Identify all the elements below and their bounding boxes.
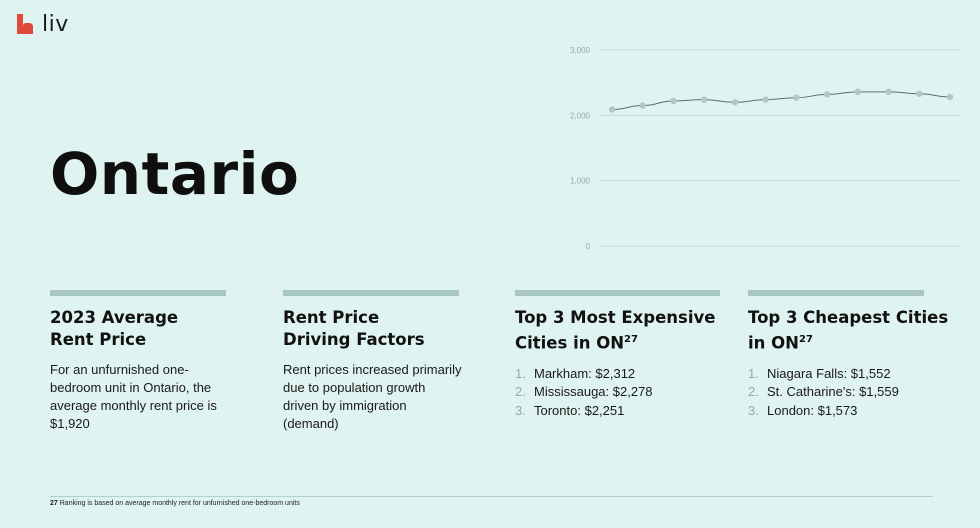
list-item: 2. Mississauga: $2,278 (515, 384, 653, 399)
column-divider-bar (50, 290, 226, 296)
chart-point (608, 106, 616, 113)
column-divider-bar (283, 290, 459, 296)
column-cheapest: Top 3 Cheapest Cities in ON27 1. Niagara … (748, 290, 953, 420)
liv-logo-mark-icon (16, 12, 36, 36)
city-list: 1. Niagara Falls: $1,552 2. St. Catharine'… (748, 365, 953, 421)
column-divider-bar (748, 290, 924, 296)
footer-divider (50, 496, 933, 497)
list-item: 3. Toronto: $2,251 (515, 402, 625, 418)
list-item: 2. St. Catharine's: $1,559 (748, 384, 899, 399)
column-heading: Top 3 Cheapest Cities in ON27 (748, 308, 949, 353)
list-item: 1. Niagara Falls: $1,552 (748, 365, 891, 381)
column-divider-bar (515, 290, 720, 296)
chart-grid (600, 49, 960, 247)
column-body: Rent prices increased primarily due to p… (283, 362, 462, 431)
y-tick-label: 2,000 (570, 111, 591, 120)
column-heading: Top 3 Most Expensive Cities in ON27 (515, 308, 716, 353)
chart-point (916, 90, 923, 97)
chart-point (731, 99, 739, 106)
chart-point (700, 96, 708, 103)
chart-point (670, 97, 677, 105)
chart-markers (608, 88, 954, 113)
list-item: 3. London: $1,573 (748, 402, 858, 418)
column-body: For an unfurnished one-bedroom unit in O… (50, 362, 217, 431)
y-tick-label: 3,000 (570, 46, 591, 55)
column-most-expensive: Top 3 Most Expensive Cities in ON27 1. Ma… (515, 290, 720, 420)
chart-point (854, 88, 862, 96)
chart-point (639, 102, 646, 109)
city-list: 1. Markham: $2,312 2. Mississauga: $2,278 … (515, 365, 720, 421)
column-average-rent: 2023 Average Rent Price For an unfurnish… (50, 290, 226, 433)
rent-trend-chart: 3,000 2,000 1,000 0 (570, 46, 960, 251)
chart-point (793, 94, 800, 101)
column-driving-factors: Rent Price Driving Factors Rent prices i… (283, 290, 461, 433)
chart-series-line (611, 91, 951, 110)
column-heading: 2023 Average Rent Price (50, 308, 179, 349)
list-item: 1. Markham: $2,312 (515, 365, 636, 381)
chart-point (885, 88, 892, 96)
footnote: 27 Ranking is based on average monthly r… (50, 500, 300, 507)
y-tick-label: 0 (586, 242, 591, 251)
brand-logo: liv (16, 12, 69, 36)
chart-y-ticks: 3,000 2,000 1,000 0 (570, 46, 591, 251)
y-tick-label: 1,000 (570, 177, 591, 186)
page-title: Ontario (50, 140, 300, 208)
logo-text: liv (42, 12, 69, 37)
chart-point (762, 96, 769, 103)
column-heading: Rent Price Driving Factors (283, 308, 425, 349)
chart-point (823, 91, 831, 98)
chart-point (946, 93, 954, 101)
